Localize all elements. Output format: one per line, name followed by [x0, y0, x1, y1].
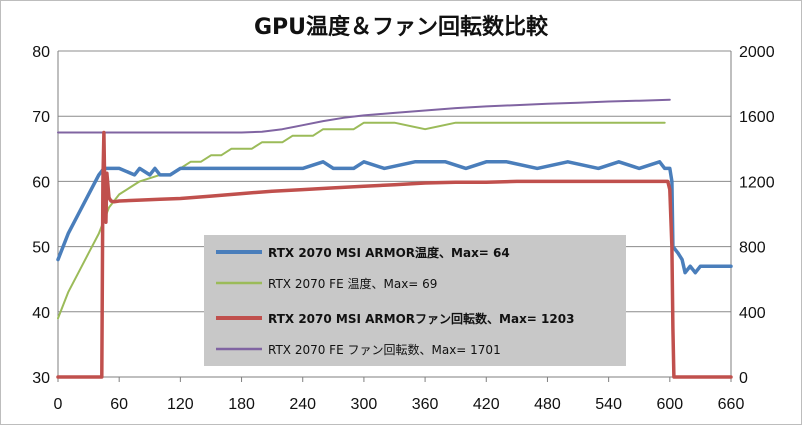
- x-tick-label: 360: [412, 396, 439, 413]
- legend-label-2: RTX 2070 MSI ARMORファン回転数、Max= 1203: [268, 311, 574, 326]
- x-tick-label: 660: [718, 396, 745, 413]
- series-lines: [56, 98, 733, 379]
- chart-title: GPU温度＆ファン回転数比較: [254, 14, 549, 40]
- x-tick-label: 180: [228, 396, 255, 413]
- series-line-1: [57, 121, 666, 320]
- y-right-tick-label: 1600: [739, 109, 775, 126]
- x-tick-label: 540: [595, 396, 622, 413]
- x-tick-label: 300: [351, 396, 378, 413]
- y-left-tick-label: 60: [32, 174, 50, 191]
- y-left-tick-label: 80: [32, 44, 50, 61]
- y-left-tick-label: 50: [32, 240, 50, 257]
- series-line-3: [57, 98, 671, 134]
- y-right-tick-label: 1200: [739, 174, 775, 191]
- y-right-tick-label: 400: [739, 305, 766, 322]
- x-tick-label: 420: [473, 396, 500, 413]
- y-left-tick-label: 70: [32, 109, 50, 126]
- x-tick-label: 480: [534, 396, 561, 413]
- series-line-0: [56, 160, 733, 275]
- legend-label-1: RTX 2070 FE 温度、Max= 69: [268, 276, 437, 291]
- legend-label-3: RTX 2070 FE ファン回転数、Max= 1701: [268, 342, 501, 357]
- y-right-tick-label: 0: [739, 370, 748, 387]
- y-left-tick-label: 30: [32, 370, 50, 387]
- x-tick-label: 600: [656, 396, 683, 413]
- y-left-tick-label: 40: [32, 305, 50, 322]
- x-tick-label: 120: [167, 396, 194, 413]
- y-right-tick-label: 800: [739, 240, 766, 257]
- y-right-tick-label: 2000: [739, 44, 775, 61]
- legend: RTX 2070 MSI ARMOR温度、Max= 64 RTX 2070 FE …: [204, 235, 626, 366]
- x-tick-label: 60: [110, 396, 128, 413]
- x-tick-label: 240: [289, 396, 316, 413]
- legend-box: [204, 235, 626, 366]
- x-tick-label: 0: [54, 396, 63, 413]
- series-line-2: [56, 130, 733, 379]
- legend-label-0: RTX 2070 MSI ARMOR温度、Max= 64: [268, 245, 510, 260]
